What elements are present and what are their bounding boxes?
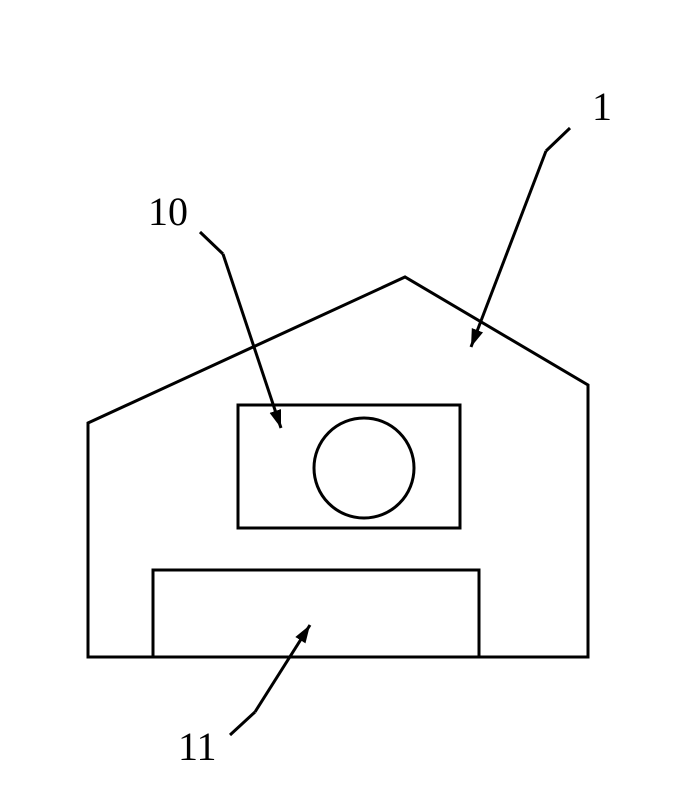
lower-rect [153,570,479,657]
leader-arrow [255,625,310,712]
house-outline [88,277,588,657]
upper-rect [238,405,460,528]
leader-arrow [471,151,546,347]
callout-11: 11 [178,625,310,769]
callout-1: 1 [471,84,612,347]
callouts: 1 10 11 [148,84,612,769]
callout-10: 10 [148,189,281,428]
leader-segment [230,712,255,735]
callout-label: 1 [592,84,612,129]
leader-segment [546,128,570,151]
diagram-shapes [88,277,588,657]
callout-label: 11 [178,724,217,769]
leader-arrow [223,254,281,428]
center-circle [314,418,414,518]
callout-label: 10 [148,189,188,234]
leader-segment [200,232,223,254]
